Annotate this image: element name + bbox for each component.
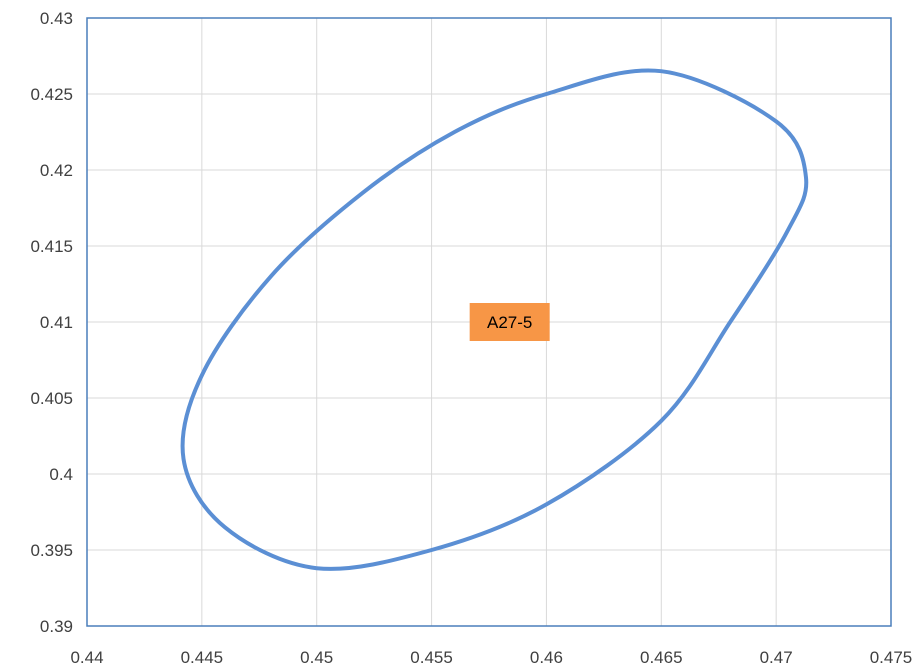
annotation-label: A27-5 — [487, 313, 532, 332]
x-tick-label: 0.45 — [300, 648, 333, 667]
y-tick-label: 0.4 — [49, 465, 73, 484]
x-tick-label: 0.475 — [870, 648, 913, 667]
x-tick-label: 0.465 — [640, 648, 683, 667]
annotation-label-background — [469, 303, 550, 341]
y-tick-label: 0.41 — [40, 313, 73, 332]
x-tick-label: 0.455 — [410, 648, 453, 667]
y-tick-label: 0.425 — [30, 85, 73, 104]
y-tick-label: 0.415 — [30, 237, 73, 256]
y-tick-label: 0.395 — [30, 541, 73, 560]
y-tick-label: 0.43 — [40, 9, 73, 28]
y-tick-label: 0.405 — [30, 389, 73, 408]
ellipse-series-line-0 — [180, 68, 809, 571]
x-tick-label: 0.46 — [530, 648, 563, 667]
y-tick-label: 0.39 — [40, 617, 73, 636]
x-tick-label: 0.445 — [181, 648, 224, 667]
series-layer — [180, 68, 809, 571]
y-tick-label: 0.42 — [40, 161, 73, 180]
x-tick-label: 0.47 — [760, 648, 793, 667]
plot-border — [86, 17, 892, 627]
x-axis-tick-labels: 0.44 0.445 0.45 0.455 0.46 0.465 0.47 0.475 — [70, 648, 912, 667]
y-axis-tick-labels: 0.39 0.395 0.4 0.405 0.41 0.415 0.42 0.425 0.43 — [30, 9, 73, 636]
x-tick-label: 0.44 — [70, 648, 103, 667]
annotation-layer: A27-5 — [469, 303, 550, 341]
